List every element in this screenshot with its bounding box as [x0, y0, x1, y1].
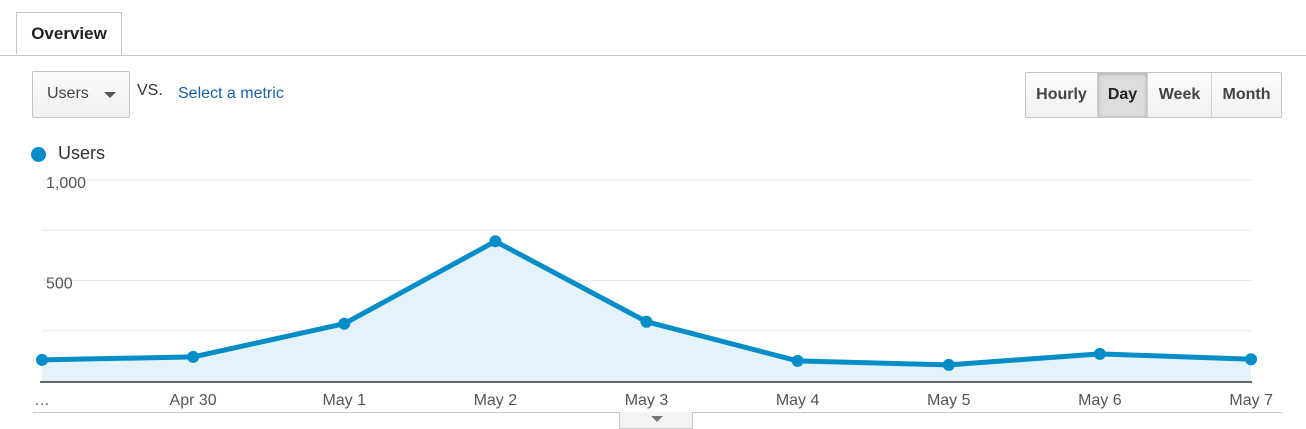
- metric-dropdown[interactable]: Users: [32, 71, 130, 118]
- vs-label: VS.: [137, 82, 163, 99]
- tab-bar: Overview: [0, 0, 1306, 56]
- select-metric-link[interactable]: Select a metric: [178, 85, 284, 102]
- x-tick-label: May 6: [1078, 392, 1122, 409]
- y-tick-label: 1,000: [46, 175, 86, 192]
- data-point[interactable]: [942, 358, 955, 371]
- chevron-down-icon: [104, 92, 116, 98]
- x-tick-label: Apr 30: [170, 392, 217, 409]
- day-button[interactable]: Day: [1098, 73, 1148, 117]
- area-fill: [42, 241, 1251, 381]
- data-point[interactable]: [1245, 353, 1257, 366]
- legend-dot-icon: [31, 147, 46, 162]
- y-tick-label: 500: [46, 276, 73, 293]
- month-button[interactable]: Month: [1212, 73, 1281, 117]
- data-point[interactable]: [1093, 347, 1106, 360]
- x-tick-label: May 7: [1229, 392, 1273, 409]
- x-tick-label: May 2: [474, 392, 518, 409]
- x-tick-label: May 3: [625, 392, 669, 409]
- week-button[interactable]: Week: [1148, 73, 1212, 117]
- x-tick-label: May 5: [927, 392, 971, 409]
- hourly-button[interactable]: Hourly: [1026, 73, 1098, 117]
- chevron-down-icon: [651, 416, 663, 422]
- metric-dropdown-label: Users: [47, 85, 89, 102]
- data-point[interactable]: [640, 315, 653, 328]
- legend-label: Users: [58, 143, 106, 163]
- data-point[interactable]: [489, 235, 502, 248]
- expand-chart-handle[interactable]: [619, 412, 693, 429]
- x-tick-label: May 4: [776, 392, 820, 409]
- tab-overview[interactable]: Overview: [16, 12, 122, 55]
- period-toggle-group: Hourly Day Week Month: [1025, 72, 1282, 118]
- data-point[interactable]: [187, 350, 200, 363]
- users-line-chart: 1,000 500 … Apr 30 May 1 May 2 May 3 May 4 May …: [34, 175, 1273, 409]
- data-point[interactable]: [36, 353, 48, 366]
- x-tick-label: …: [34, 392, 50, 409]
- data-point[interactable]: [338, 317, 351, 330]
- x-tick-label: May 1: [322, 392, 366, 409]
- data-point[interactable]: [791, 354, 804, 367]
